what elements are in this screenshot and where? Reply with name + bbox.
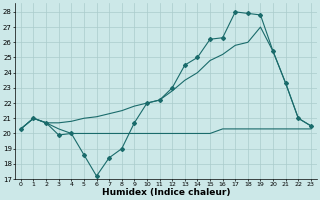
X-axis label: Humidex (Indice chaleur): Humidex (Indice chaleur) — [102, 188, 230, 197]
